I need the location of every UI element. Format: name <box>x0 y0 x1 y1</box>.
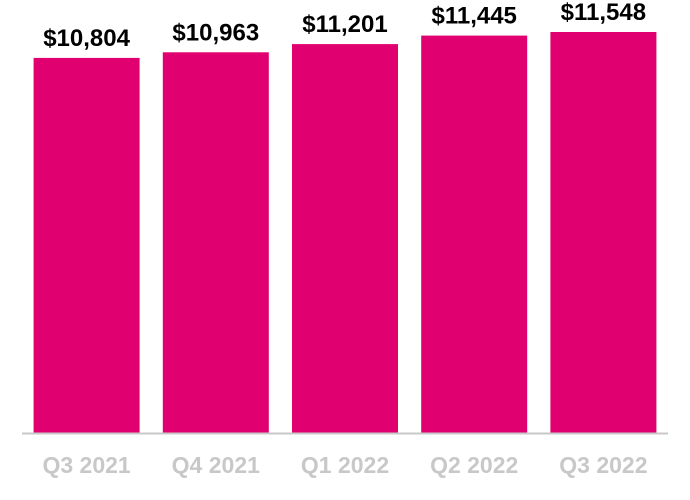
data-label: $11,548 <box>561 0 646 26</box>
data-label: $10,804 <box>43 25 130 52</box>
bar-q3-2022 <box>550 32 657 433</box>
data-label: $11,445 <box>431 3 516 30</box>
data-label: $10,963 <box>172 19 259 46</box>
x-tick-label: Q3 2022 <box>559 452 647 478</box>
bar-q2-2022 <box>421 35 528 433</box>
x-tick-label: Q2 2022 <box>430 452 518 478</box>
data-labels-group: $10,804 $10,963 $11,201 $11,445 $11,548 <box>43 0 646 52</box>
bar-q1-2022 <box>292 44 398 433</box>
data-label: $11,201 <box>302 11 387 38</box>
bar-q4-2021 <box>162 52 269 434</box>
bars-group <box>33 32 657 434</box>
x-tick-label: Q1 2022 <box>301 452 389 478</box>
bar-q3-2021 <box>33 57 140 434</box>
x-tick-label: Q4 2021 <box>172 452 260 478</box>
x-tick-label: Q3 2021 <box>42 452 130 478</box>
x-tick-labels-group: Q3 2021 Q4 2021 Q1 2022 Q2 2022 Q3 2022 <box>42 452 647 478</box>
